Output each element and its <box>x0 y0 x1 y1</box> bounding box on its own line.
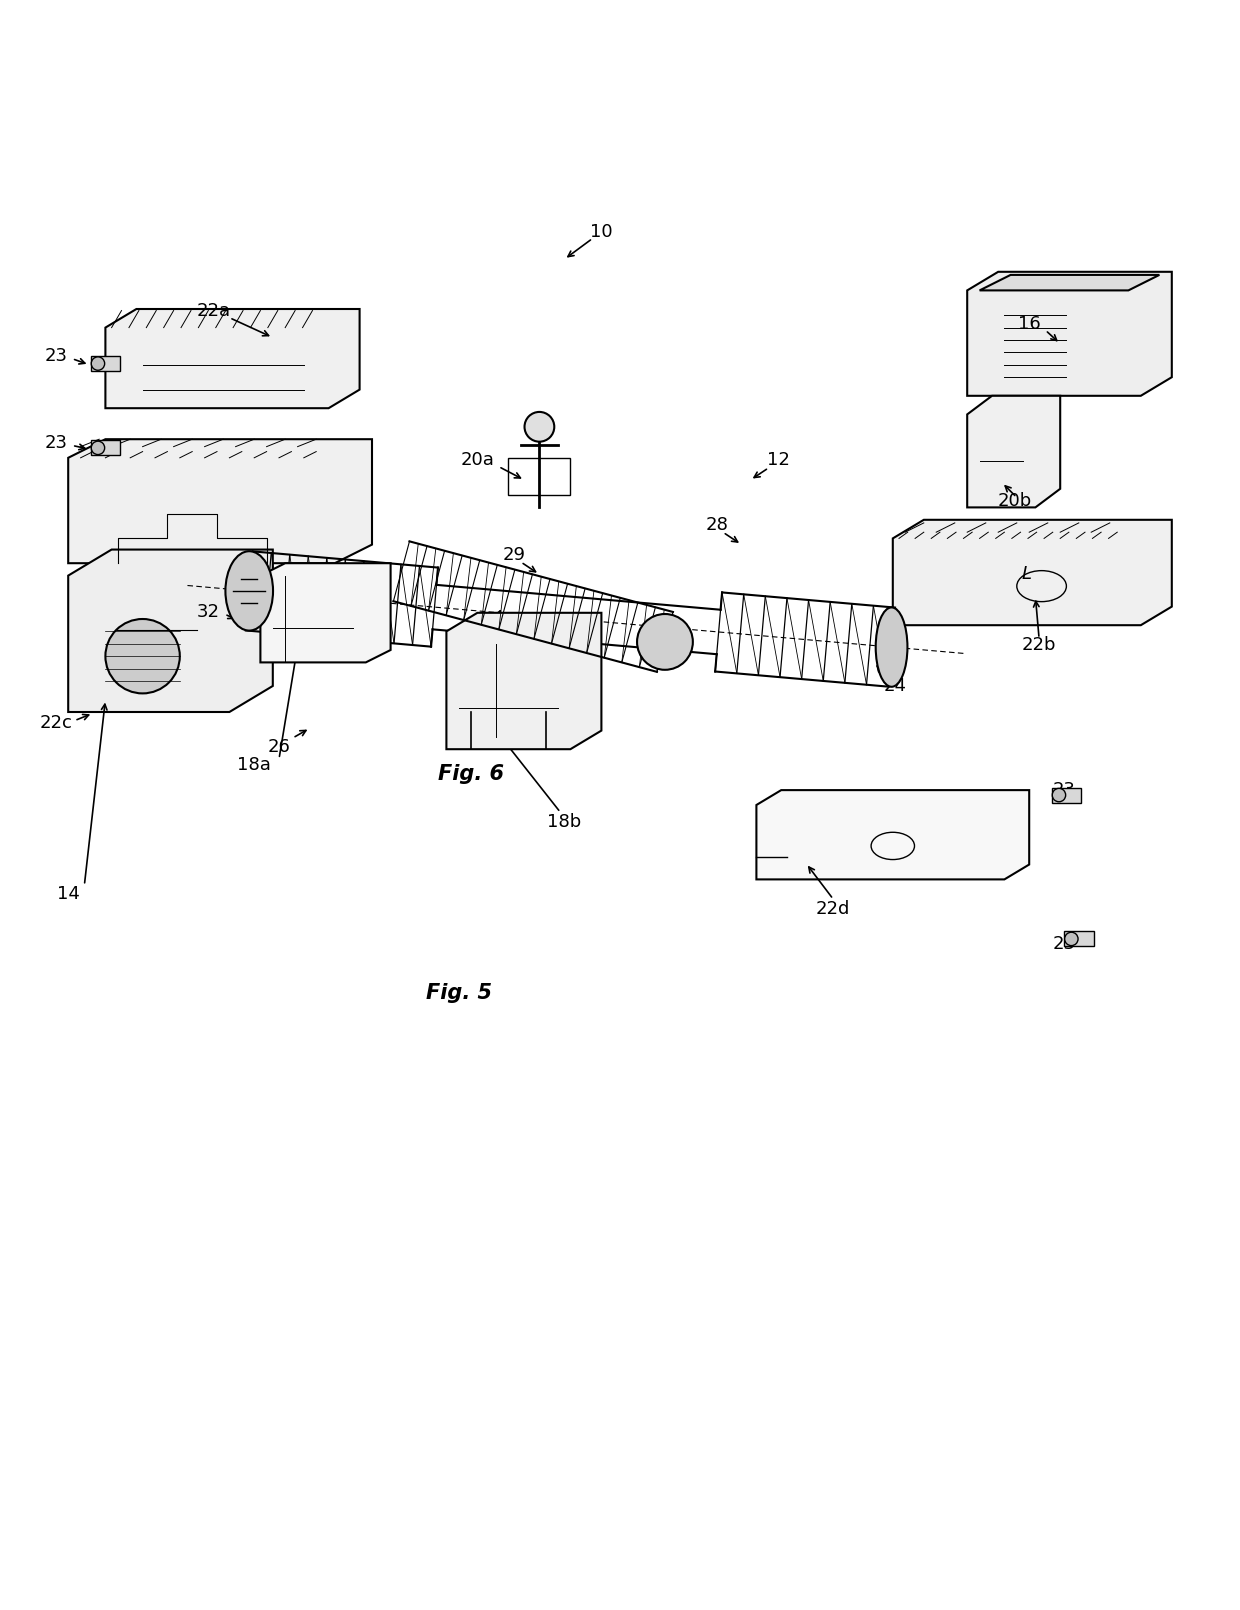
Text: 28: 28 <box>706 515 728 535</box>
Text: 22d: 22d <box>816 900 851 918</box>
Text: 14: 14 <box>57 886 79 903</box>
Polygon shape <box>756 791 1029 879</box>
Circle shape <box>1053 789 1065 802</box>
Polygon shape <box>260 564 391 662</box>
Circle shape <box>105 618 180 694</box>
Circle shape <box>525 412 554 441</box>
Text: 10: 10 <box>590 224 613 242</box>
Ellipse shape <box>226 551 273 631</box>
Text: Fig. 5: Fig. 5 <box>425 984 492 1003</box>
Text: 30: 30 <box>272 575 294 592</box>
Text: 23: 23 <box>1053 935 1075 953</box>
Polygon shape <box>68 549 273 712</box>
Text: 18a: 18a <box>237 757 272 774</box>
Bar <box>91 441 120 456</box>
Text: L: L <box>1022 565 1032 583</box>
Bar <box>91 356 120 370</box>
Bar <box>1052 787 1081 802</box>
Text: 32: 32 <box>197 602 219 620</box>
Text: 18b: 18b <box>547 813 582 831</box>
Text: 12: 12 <box>448 662 470 679</box>
Text: 23: 23 <box>45 435 67 452</box>
Text: 22a: 22a <box>196 303 231 320</box>
Text: 22c: 22c <box>40 715 72 733</box>
Polygon shape <box>967 396 1060 507</box>
Text: Fig. 6: Fig. 6 <box>438 765 505 784</box>
Text: 16: 16 <box>1018 316 1040 333</box>
Circle shape <box>92 441 104 454</box>
Circle shape <box>1065 932 1078 945</box>
Polygon shape <box>980 275 1159 290</box>
Polygon shape <box>967 272 1172 396</box>
Text: 23: 23 <box>1053 781 1075 799</box>
Text: 20a: 20a <box>460 451 495 469</box>
Text: 23: 23 <box>45 348 67 365</box>
Circle shape <box>637 613 693 670</box>
Text: 22b: 22b <box>1022 636 1056 654</box>
Polygon shape <box>68 440 372 564</box>
Text: 24: 24 <box>884 676 906 696</box>
Text: 29: 29 <box>503 546 526 564</box>
Circle shape <box>92 357 104 370</box>
Polygon shape <box>446 613 601 749</box>
Text: 20b: 20b <box>997 493 1032 510</box>
Polygon shape <box>893 520 1172 625</box>
Ellipse shape <box>875 607 908 687</box>
Polygon shape <box>105 309 360 409</box>
Text: 26: 26 <box>268 737 290 755</box>
Bar <box>1064 932 1094 947</box>
Text: 12: 12 <box>768 451 790 469</box>
